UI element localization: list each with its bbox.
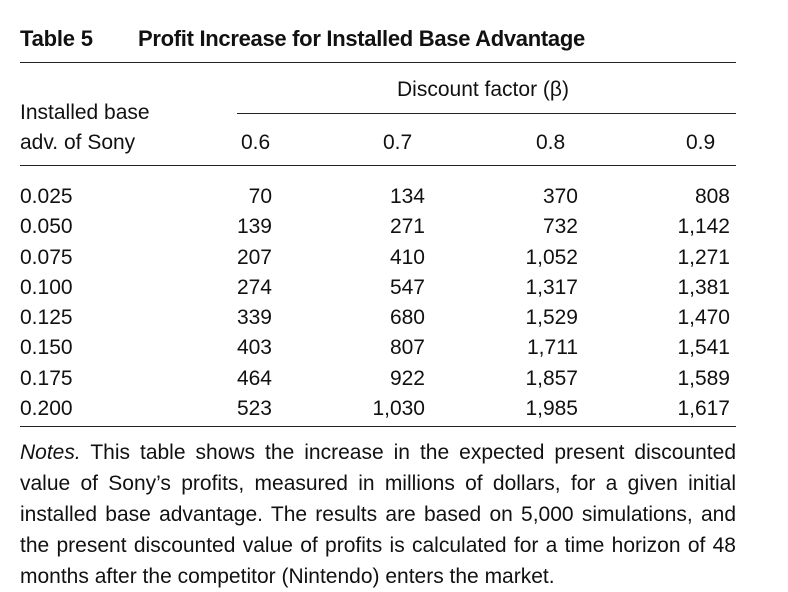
value-column-0.7: 134 271 410 547 680 807 922 1,030 <box>330 182 425 424</box>
stub-header-line1: Installed base <box>20 101 150 124</box>
table-cell: 922 <box>389 366 425 390</box>
table-cell: 134 <box>389 185 425 208</box>
table-cell: 732 <box>542 215 578 239</box>
row-label: 0.125 <box>20 306 73 330</box>
table-title: Profit Increase for Installed Base Advan… <box>138 26 585 51</box>
table-cell: 70 <box>248 185 272 208</box>
row-label: 0.025 <box>20 185 73 208</box>
row-label: 0.150 <box>20 336 73 360</box>
header-rule <box>20 165 736 166</box>
table-label: Table 5 <box>20 26 93 51</box>
row-label: 0.100 <box>20 275 73 299</box>
row-label: 0.200 <box>20 397 73 421</box>
column-header: 0.9 <box>686 131 716 154</box>
table-cell: 1,030 <box>372 397 425 421</box>
notes-lead: Notes. <box>20 441 81 464</box>
table-cell: 1,470 <box>677 306 730 330</box>
table-cell: 1,617 <box>677 397 730 421</box>
table-cell: 1,857 <box>525 366 578 390</box>
top-rule <box>20 62 736 63</box>
spanner-header-text: Discount factor (β) <box>397 78 569 101</box>
spanner-rule <box>237 113 736 114</box>
table-cell: 339 <box>236 306 272 330</box>
table-cell: 403 <box>236 336 272 360</box>
table-cell: 1,711 <box>527 336 578 360</box>
value-column-0.6: 70 139 207 274 339 403 464 523 <box>200 182 272 424</box>
table-cell: 1,317 <box>525 275 578 299</box>
table-cell: 207 <box>236 245 272 269</box>
row-label: 0.175 <box>20 366 73 390</box>
table-cell: 139 <box>236 215 272 239</box>
table-cell: 1,381 <box>677 275 730 299</box>
table-cell: 464 <box>236 366 272 390</box>
table-cell: 1,529 <box>525 306 578 330</box>
stub-header-line2: adv. of Sony <box>20 131 136 154</box>
table-cell: 807 <box>389 336 425 360</box>
table-cell: 1,142 <box>677 215 730 239</box>
table-cell: 274 <box>236 275 272 299</box>
table-cell: 680 <box>389 306 425 330</box>
table-cell: 370 <box>542 185 578 208</box>
table-cell: 1,271 <box>677 245 730 269</box>
value-column-0.9: 808 1,142 1,271 1,381 1,470 1,541 1,589 … <box>630 182 730 424</box>
table-cell: 1,052 <box>525 245 578 269</box>
table-cell: 523 <box>236 397 272 421</box>
column-header: 0.8 <box>536 131 566 154</box>
table-notes: Notes. This table shows the increase in … <box>20 437 736 592</box>
table-cell: 1,985 <box>525 397 578 421</box>
table-cell: 410 <box>389 245 425 269</box>
column-header: 0.6 <box>241 131 271 154</box>
bottom-rule <box>20 426 736 427</box>
row-label: 0.075 <box>20 245 73 269</box>
spanner-header: Discount factor (β) <box>397 78 569 102</box>
column-header: 0.7 <box>383 131 413 154</box>
value-column-0.8: 370 732 1,052 1,317 1,529 1,711 1,857 1,… <box>480 182 578 424</box>
table-cell: 808 <box>694 185 730 208</box>
table-cell: 547 <box>389 275 425 299</box>
table-cell: 1,541 <box>677 336 730 360</box>
notes-text: This table shows the increase in the exp… <box>20 441 736 588</box>
table-cell: 271 <box>389 215 425 239</box>
row-labels-column: 0.025 0.050 0.075 0.100 0.125 0.150 0.17… <box>20 182 73 424</box>
row-label: 0.050 <box>20 215 73 239</box>
table-cell: 1,589 <box>677 366 730 390</box>
